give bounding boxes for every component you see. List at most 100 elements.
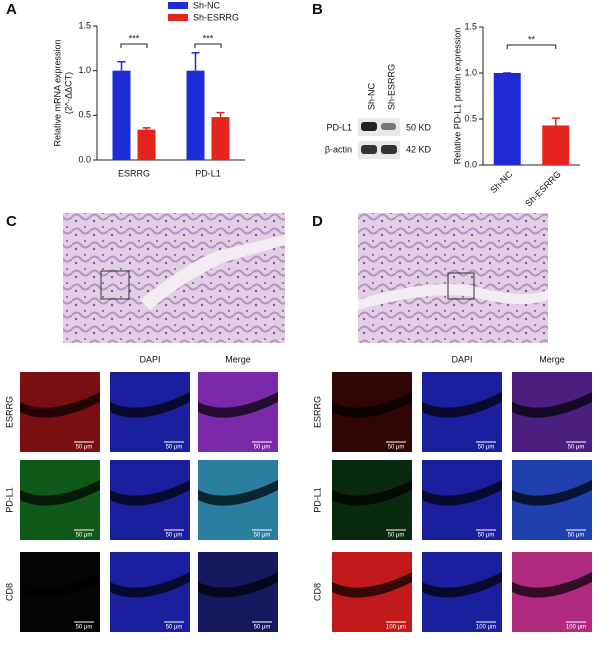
scale-bar-label: 50 μm bbox=[254, 445, 271, 451]
significance-label: ** bbox=[528, 34, 536, 44]
legend-label: Sh-NC bbox=[193, 0, 221, 10]
row-label: ESRRG bbox=[312, 396, 322, 428]
significance-bracket bbox=[506, 44, 557, 49]
error-bar bbox=[142, 127, 151, 130]
tissue-gap bbox=[198, 572, 278, 598]
scale-bar-label: 50 μm bbox=[166, 445, 183, 451]
tissue-gap bbox=[332, 572, 412, 598]
scale-bar-label: 50 μm bbox=[76, 533, 93, 539]
blot-band bbox=[381, 145, 397, 154]
significance-bracket bbox=[194, 43, 222, 48]
panel-label: D bbox=[312, 213, 323, 230]
scale-bar-label: 50 μm bbox=[76, 625, 93, 631]
scale-bar-label: 50 μm bbox=[254, 533, 271, 539]
tissue-gap bbox=[198, 480, 278, 506]
x-tick-label: Sh-NC bbox=[488, 169, 515, 196]
column-header: DAPI bbox=[139, 354, 160, 364]
scale-bar-label: 50 μm bbox=[388, 445, 405, 451]
scale-bar-label: 50 μm bbox=[478, 533, 495, 539]
bar bbox=[493, 73, 521, 165]
column-header: Merge bbox=[539, 354, 565, 364]
row-label: PD-L1 bbox=[4, 487, 14, 513]
scale-bar-label: 100 μm bbox=[386, 625, 406, 631]
bar bbox=[112, 70, 131, 160]
scale-bar-label: 50 μm bbox=[76, 445, 93, 451]
x-tick-label: Sh-ESRRG bbox=[523, 169, 563, 209]
tissue-gap bbox=[512, 480, 592, 506]
bar bbox=[186, 70, 205, 160]
error-bar bbox=[216, 111, 225, 118]
y-axis-label: Relative mRNA expression bbox=[52, 39, 62, 146]
y-tick-label: 1.5 bbox=[78, 20, 91, 30]
scale-bar-label: 50 μm bbox=[166, 533, 183, 539]
tissue-gap bbox=[20, 572, 100, 598]
he-inset-box bbox=[100, 270, 130, 300]
blot-protein: β-actin bbox=[325, 144, 352, 154]
tissue-gap bbox=[422, 480, 502, 506]
y-tick-label: 0.0 bbox=[78, 154, 91, 164]
row-label: CD8 bbox=[4, 583, 14, 601]
he-lumen bbox=[358, 284, 548, 310]
tissue-gap bbox=[110, 392, 190, 418]
x-tick-label: PD-L1 bbox=[195, 168, 221, 178]
tissue-gap bbox=[20, 480, 100, 506]
he-lumen bbox=[140, 235, 285, 310]
row-label: ESRRG bbox=[4, 396, 14, 428]
blot-size: 50 KD bbox=[406, 122, 432, 132]
tissue-gap bbox=[512, 572, 592, 598]
scale-bar-label: 50 μm bbox=[166, 625, 183, 631]
tissue-gap bbox=[110, 572, 190, 598]
x-tick-label: ESRRG bbox=[118, 168, 150, 178]
y-tick-label: 0.5 bbox=[78, 110, 91, 120]
blot-lane-label: Sh-ESRRG bbox=[386, 64, 396, 110]
blot-size: 42 KD bbox=[406, 144, 432, 154]
panel-label: B bbox=[312, 1, 323, 18]
column-header: DAPI bbox=[451, 354, 472, 364]
y-tick-label: 1.0 bbox=[464, 67, 477, 77]
scale-bar-label: 100 μm bbox=[476, 625, 496, 631]
blot-band bbox=[361, 122, 377, 131]
significance-bracket bbox=[120, 43, 148, 48]
tissue-gap bbox=[20, 392, 100, 418]
scale-bar-label: 100 μm bbox=[566, 625, 586, 631]
blot-band bbox=[381, 123, 396, 130]
he-image bbox=[358, 213, 548, 343]
row-label: CD8 bbox=[312, 583, 322, 601]
bar bbox=[542, 125, 570, 165]
tissue-gap bbox=[422, 392, 502, 418]
scale-bar-label: 50 μm bbox=[478, 445, 495, 451]
significance-label: *** bbox=[203, 33, 214, 43]
y-axis-label: (2^-ΔΔCT) bbox=[63, 72, 73, 114]
tissue-gap bbox=[422, 572, 502, 598]
scale-bar-label: 50 μm bbox=[568, 533, 585, 539]
legend-swatch bbox=[168, 2, 188, 9]
scale-bar-label: 50 μm bbox=[254, 625, 271, 631]
panel-label: A bbox=[6, 1, 17, 18]
significance-label: *** bbox=[129, 33, 140, 43]
y-tick-label: 0.5 bbox=[464, 113, 477, 123]
tissue-gap bbox=[198, 392, 278, 418]
scale-bar-label: 50 μm bbox=[568, 445, 585, 451]
y-tick-label: 1.0 bbox=[78, 65, 91, 75]
error-bar bbox=[117, 60, 126, 71]
column-header: Merge bbox=[225, 354, 251, 364]
bar bbox=[211, 117, 230, 160]
legend-swatch bbox=[168, 14, 188, 21]
legend-label: Sh-ESRRG bbox=[193, 12, 239, 22]
blot-band bbox=[361, 145, 377, 154]
y-tick-label: 0.0 bbox=[464, 159, 477, 169]
blot-protein: PD-L1 bbox=[326, 122, 352, 132]
y-axis-label: Relative PD-L1 protein expression bbox=[452, 28, 462, 165]
he-inset-box bbox=[447, 272, 475, 300]
row-label: PD-L1 bbox=[312, 487, 322, 513]
error-bar bbox=[551, 117, 560, 126]
panel-label: C bbox=[6, 213, 17, 230]
y-tick-label: 1.5 bbox=[464, 21, 477, 31]
error-bar bbox=[191, 52, 200, 71]
bar bbox=[137, 129, 156, 160]
tissue-gap bbox=[332, 480, 412, 506]
blot-lane-label: Sh-NC bbox=[366, 82, 376, 110]
tissue-gap bbox=[332, 392, 412, 418]
scale-bar-label: 50 μm bbox=[388, 533, 405, 539]
